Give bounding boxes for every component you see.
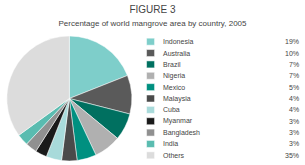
svg-text:Indonesia: Indonesia <box>163 38 193 45</box>
svg-text:7%: 7% <box>289 61 299 68</box>
svg-text:Brazil: Brazil <box>163 61 181 68</box>
svg-text:7%: 7% <box>289 72 299 79</box>
svg-text:4%: 4% <box>289 106 299 113</box>
svg-text:4%: 4% <box>289 95 299 102</box>
svg-text:35%: 35% <box>285 152 299 159</box>
svg-text:Australia: Australia <box>163 50 190 57</box>
svg-text:3%: 3% <box>289 129 299 136</box>
svg-text:10%: 10% <box>285 50 299 57</box>
svg-text:Malaysia: Malaysia <box>163 95 191 103</box>
svg-text:India: India <box>163 140 178 147</box>
svg-text:Cuba: Cuba <box>163 106 180 113</box>
svg-text:Bangladesh: Bangladesh <box>163 129 200 137</box>
svg-text:FIGURE 3Percentage of world ma: FIGURE 3Percentage of world mangrove are… <box>59 4 248 28</box>
svg-text:3%: 3% <box>289 118 299 125</box>
svg-text:3%: 3% <box>289 140 299 147</box>
svg-text:19%: 19% <box>285 38 299 45</box>
svg-text:5%: 5% <box>289 84 299 91</box>
svg-text:Myanmar: Myanmar <box>163 117 193 125</box>
svg-text:Others: Others <box>163 152 185 159</box>
svg-text:Nigeria: Nigeria <box>163 72 185 80</box>
svg-text:Mexico: Mexico <box>163 84 185 91</box>
